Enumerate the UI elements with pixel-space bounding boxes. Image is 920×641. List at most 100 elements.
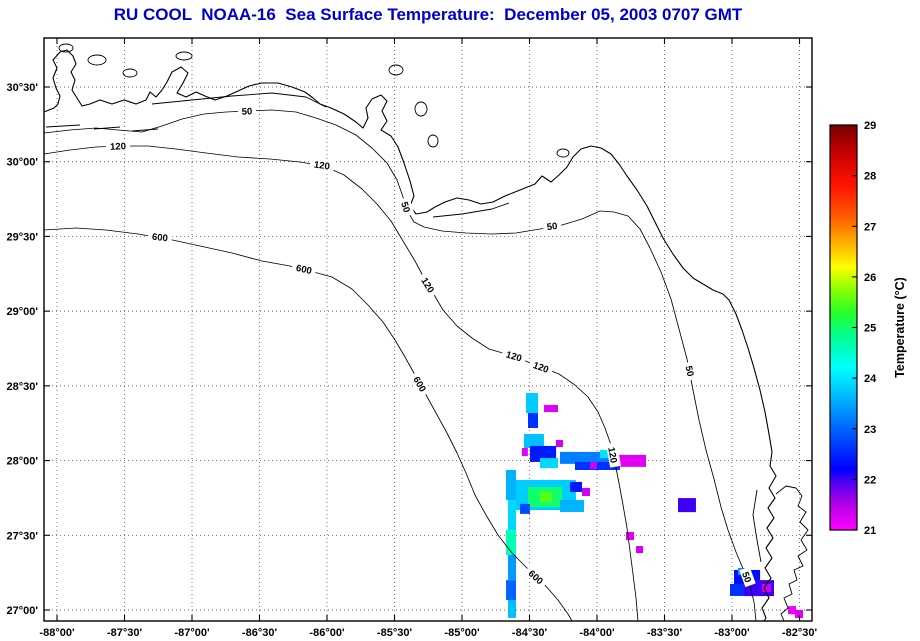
- contour-label-mask: [398, 196, 415, 218]
- x-tick-label: -86°30': [242, 627, 278, 639]
- sst-cell: [788, 606, 796, 615]
- inland-water: [87, 54, 107, 66]
- contour-label: 120: [528, 357, 555, 376]
- contour-label-value: 50: [546, 221, 558, 233]
- colorbar-ticks: 21 22 23 24 25 26 27 28 29: [852, 120, 877, 537]
- figure-title: RU COOL NOAA-16 Sea Surface Temperature:…: [113, 5, 743, 24]
- sst-pixel-layer: [506, 393, 804, 619]
- sst-cell: [626, 532, 634, 541]
- sst-cell: [678, 498, 696, 513]
- sst-cell: [555, 439, 563, 447]
- contour-label-mask: [739, 566, 756, 588]
- contour-label-mask: [605, 442, 621, 468]
- sst-cell: [508, 599, 516, 618]
- contour-labels: 50 120 600 120 600 50 120 600 50 120 120 50 120 600 50: [105, 104, 756, 589]
- colorbar-tick-label: 28: [864, 171, 876, 183]
- sst-cell: [570, 481, 583, 492]
- sst-cell: [618, 454, 647, 467]
- contour-label-value: 50: [241, 106, 252, 118]
- sst-cell: [560, 500, 585, 512]
- sst-cell: [589, 461, 597, 469]
- sst-cell: [521, 448, 528, 457]
- contour-label: 50: [398, 196, 415, 218]
- inland-water: [175, 51, 193, 61]
- colorbar-tick-label: 26: [864, 272, 876, 284]
- sst-cell: [508, 500, 516, 531]
- colorbar-tick-label: 22: [864, 474, 876, 486]
- colorbar-label: Temperature (°C): [893, 277, 907, 378]
- plot-border: [43, 37, 813, 622]
- y-tick-label: 30°30': [7, 82, 39, 94]
- x-axis: -88°00' -87°30' -87°00' -86°30' -86°00' -85°3…: [39, 38, 817, 639]
- inland-water: [122, 68, 138, 78]
- sst-cell: [574, 461, 620, 470]
- sst-cell: [506, 580, 516, 601]
- contour-label-value: 120: [110, 141, 126, 153]
- inland-water: [58, 43, 74, 53]
- colorbar-tick-label: 27: [864, 221, 876, 233]
- contour-label-value: 120: [313, 159, 330, 172]
- colorbar-tick-label: 24: [864, 373, 877, 385]
- contour-label: 600: [523, 564, 549, 589]
- sst-cell: [599, 449, 612, 459]
- contour-label-mask: [523, 564, 549, 589]
- sst-cell: [520, 503, 531, 514]
- y-tick-label: 27°30': [7, 530, 39, 542]
- sst-cell: [761, 584, 772, 593]
- y-tick-label: 29°30': [7, 231, 39, 243]
- contour-label: 120: [105, 139, 131, 153]
- x-tick-label: -88°00': [39, 627, 75, 639]
- contour-label: 120: [605, 442, 621, 468]
- sst-cell: [523, 433, 544, 449]
- sst-cell: [540, 458, 558, 469]
- x-tick-label: -85°00': [444, 627, 480, 639]
- contour-label-mask: [528, 357, 555, 376]
- contour-label: 50: [237, 104, 257, 118]
- sst-cell: [508, 555, 516, 580]
- bathymetry-contours: [43, 109, 757, 622]
- coastline-tampa-bay: [775, 485, 809, 622]
- contour-label-mask: [237, 104, 257, 117]
- sst-cell: [506, 469, 516, 501]
- contour-label-value: 600: [295, 263, 313, 277]
- y-axis: 30°30' 30°00' 29°30' 29°00' 28°30' 28°00' 27°3…: [7, 82, 812, 617]
- bathymetry-contour-50m: [43, 109, 757, 622]
- x-tick-label: -84°00': [579, 627, 615, 639]
- contour-label-value: 120: [505, 349, 523, 364]
- contour-label: 120: [417, 271, 440, 298]
- contour-label-mask: [417, 271, 440, 298]
- inland-water: [556, 148, 570, 158]
- y-tick-label: 30°00': [7, 157, 39, 169]
- y-tick-label: 28°00': [7, 456, 39, 468]
- coastline-mainland: [43, 49, 777, 622]
- sst-cell: [795, 610, 804, 619]
- contour-label-value: 120: [531, 360, 550, 376]
- sst-cell: [560, 451, 610, 464]
- contour-label: 120: [501, 346, 528, 365]
- inland-water: [427, 134, 439, 148]
- contour-label-value: 120: [605, 446, 619, 464]
- contour-label-mask: [105, 139, 131, 152]
- contour-label: 50: [542, 218, 562, 233]
- colorbar-tick-label: 25: [864, 323, 876, 335]
- x-tick-label: -83°30': [647, 627, 683, 639]
- colorbar-tick-label: 21: [864, 525, 876, 537]
- sst-cell: [729, 584, 745, 596]
- contour-label-value: 50: [398, 201, 412, 214]
- sst-cell: [543, 404, 558, 413]
- sst-cell: [525, 393, 539, 414]
- contour-label-mask: [309, 157, 335, 172]
- contour-label: 50: [683, 360, 698, 381]
- contour-label-value: 50: [683, 365, 696, 378]
- x-tick-label: -84°30': [512, 627, 548, 639]
- x-tick-label: -85°30': [377, 627, 413, 639]
- bathymetry-contour-120m: [43, 145, 639, 622]
- contour-label-mask: [409, 370, 432, 397]
- sst-cell: [582, 487, 590, 496]
- bathymetry-contour-600m: [43, 227, 573, 622]
- x-tick-label: -83°00': [714, 627, 750, 639]
- contour-label-mask: [501, 346, 528, 365]
- x-tick-label: -87°30': [107, 627, 143, 639]
